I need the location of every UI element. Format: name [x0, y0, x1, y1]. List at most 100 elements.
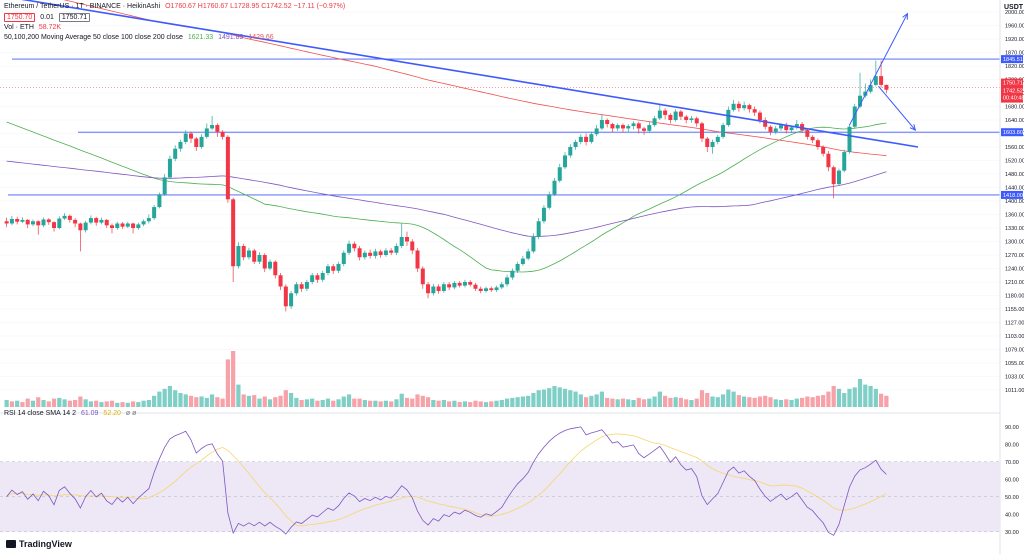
candle-body: [262, 255, 267, 269]
candle-body: [842, 152, 847, 171]
volume-bar: [436, 400, 441, 407]
volume-bar: [552, 386, 557, 407]
candle-body: [457, 282, 462, 286]
volume-bar: [715, 397, 720, 407]
candle-body: [310, 275, 315, 282]
rsi-tick-label: 70.00: [1005, 460, 1019, 466]
volume-bar: [757, 396, 763, 407]
candle-body: [273, 261, 278, 276]
candle-body: [378, 251, 383, 255]
candle-body: [773, 128, 778, 132]
volume-bar: [331, 400, 336, 407]
volume-bar: [852, 387, 857, 407]
volume-bar: [768, 397, 773, 407]
candle-body: [136, 224, 141, 228]
volume-value: 58.72K: [38, 24, 62, 31]
candle-body: [83, 222, 88, 231]
candle-body: [331, 266, 336, 271]
candle-body: [225, 136, 230, 200]
candle-body: [868, 84, 873, 92]
candle-body: [531, 237, 536, 252]
volume-bar: [547, 388, 552, 407]
candle-body: [447, 284, 452, 288]
candle-body: [94, 218, 99, 223]
last-price-tag: [1001, 78, 1023, 103]
candle-body: [362, 252, 367, 258]
candle-body: [847, 126, 852, 153]
ma-label: 50,100,200 Moving Average 50 close 100 c…: [4, 34, 183, 41]
volume-bar: [678, 397, 684, 407]
spread-value: 0.01: [40, 14, 54, 21]
volume-bar: [541, 389, 547, 407]
volume-bar: [515, 397, 520, 407]
volume-bar: [589, 395, 594, 407]
volume-bar: [799, 397, 805, 407]
candle-body: [36, 221, 41, 226]
candle-body: [88, 218, 93, 223]
volume-bar: [57, 397, 62, 407]
price-tick-label: 1270.00: [1005, 253, 1024, 259]
candle-body: [210, 125, 215, 129]
volume-bar: [562, 388, 568, 407]
volume-bar: [620, 398, 626, 407]
candle-body: [779, 125, 784, 129]
price-tick-label: 1960.00: [1005, 24, 1024, 30]
candle-body: [810, 136, 815, 141]
volume-bar: [173, 390, 178, 407]
candle-body: [505, 277, 510, 285]
candle-body: [752, 109, 757, 113]
candle-body: [320, 273, 325, 280]
ma-legend: 50,100,200 Moving Average 50 close 100 c…: [4, 34, 277, 41]
volume-bar: [836, 388, 842, 407]
candle-body: [57, 218, 62, 228]
candle-body: [231, 199, 236, 267]
price-axis[interactable]: 2000.001960.001920.001870.001820.001780.…: [999, 0, 1024, 554]
arrow-up: [849, 13, 908, 126]
volume-bar: [705, 393, 710, 407]
volume-bar: [831, 386, 836, 407]
candle-body: [441, 284, 446, 291]
volume-bar: [267, 399, 273, 407]
eye-icon[interactable]: ø ø: [125, 410, 137, 417]
candle-body: [636, 123, 641, 129]
volume-bar: [304, 399, 310, 407]
level-tag-middle: [1001, 128, 1023, 137]
candle-body: [436, 286, 441, 291]
price-tick-label: 1300.00: [1005, 240, 1024, 246]
brand-label: TradingView: [19, 539, 72, 549]
ma50-line: [6, 121, 887, 273]
candle-body: [178, 141, 183, 149]
volume-bar: [415, 394, 420, 407]
symbol-title[interactable]: Ethereum / TetherUS · 1T · BINANCE · Hei…: [4, 3, 161, 10]
volume-bar: [94, 400, 99, 407]
rsi-pane: 90.00 80.00 70.00 60.00 50.00 40.00 30.00: [0, 412, 1019, 536]
price-tick-label: 1103.00: [1005, 334, 1024, 340]
volume-bar: [288, 393, 294, 407]
price-tick-label: 1440.00: [1005, 186, 1024, 192]
rsi-legend: RSI 14 close SMA 14 2 61.09 52.20 ø ø: [4, 410, 139, 417]
candle-body: [836, 170, 841, 185]
tradingview-brand[interactable]: TradingView: [6, 539, 72, 549]
volume-bar: [252, 395, 257, 407]
bid-price[interactable]: 1750.70: [4, 13, 36, 22]
candle-body: [52, 222, 57, 228]
candle-body: [694, 118, 699, 124]
symbol-legend: Ethereum / TetherUS · 1T · BINANCE · Hei…: [4, 3, 348, 10]
ask-price[interactable]: 1750.71: [58, 13, 91, 22]
volume-bar: [842, 393, 847, 407]
candle-body: [294, 284, 299, 294]
candle-body: [747, 105, 752, 110]
volume-bar: [362, 400, 367, 407]
candle-body: [510, 270, 515, 278]
trendline: [21, 0, 919, 148]
last-price-tag-label: 1742.52: [1003, 89, 1023, 95]
volume-bar: [636, 397, 641, 407]
volume-bar: [246, 395, 252, 407]
volume-bar: [62, 399, 67, 407]
candle-body: [757, 112, 762, 120]
trend-drawings[interactable]: [7, 0, 919, 148]
volume-bar: [336, 399, 341, 407]
candle-body: [410, 241, 415, 251]
rsi-tick-label: 50.00: [1005, 495, 1019, 501]
